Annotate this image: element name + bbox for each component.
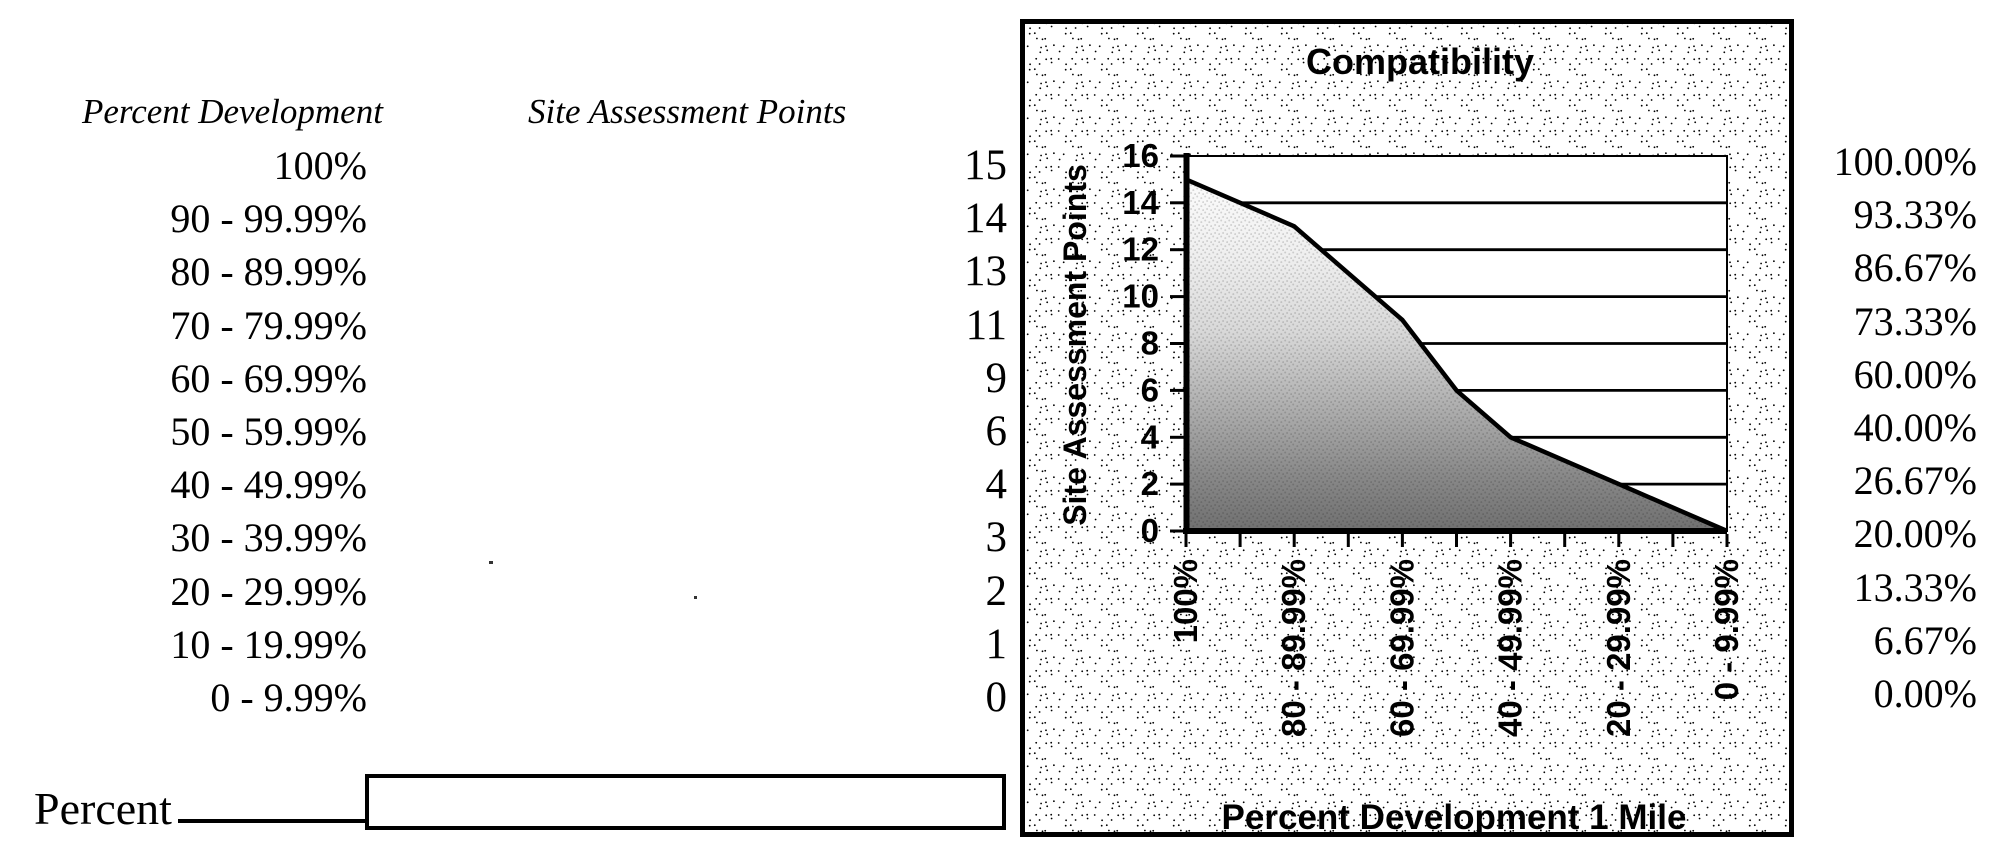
svg-text:14: 14	[1122, 184, 1159, 221]
svg-text:16: 16	[1122, 137, 1159, 174]
svg-text:2: 2	[1141, 465, 1159, 502]
svg-text:Percent Development 1 Mile: Percent Development 1 Mile	[1222, 798, 1687, 837]
svg-text:10: 10	[1122, 278, 1159, 315]
svg-text:80 - 89.99%: 80 - 89.99%	[1275, 559, 1312, 737]
svg-text:6: 6	[1141, 371, 1159, 408]
svg-text:Compatibility: Compatibility	[1306, 41, 1534, 82]
svg-text:40 - 49.99%: 40 - 49.99%	[1492, 559, 1529, 737]
svg-text:0: 0	[1141, 512, 1159, 549]
svg-text:0 - 9.99%: 0 - 9.99%	[1708, 559, 1745, 700]
svg-text:60 - 69.99%: 60 - 69.99%	[1383, 559, 1420, 737]
svg-text:100%: 100%	[1167, 559, 1204, 643]
svg-text:20 - 29.99%: 20 - 29.99%	[1600, 559, 1637, 737]
svg-text:8: 8	[1141, 325, 1159, 362]
svg-text:4: 4	[1141, 418, 1160, 455]
svg-text:Site Assessment Points: Site Assessment Points	[1057, 164, 1093, 526]
svg-text:12: 12	[1122, 231, 1159, 268]
